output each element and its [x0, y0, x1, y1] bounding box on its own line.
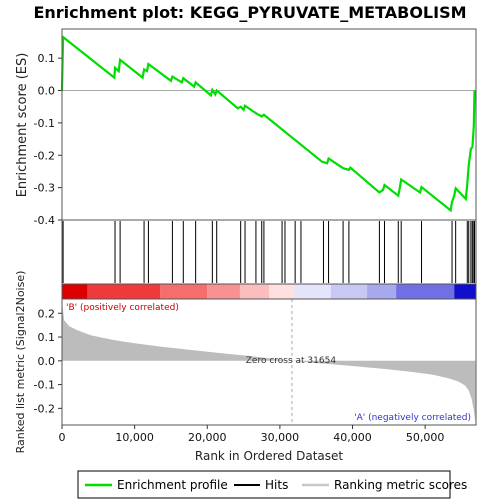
- x-tick-label: 30,000: [261, 431, 300, 444]
- es-y-tick-label: -0.4: [34, 214, 55, 227]
- metric-y-tick-label: 0.0: [38, 355, 56, 368]
- metric-plot-frame: [61, 298, 477, 426]
- chart-title: Enrichment plot: KEGG_PYRUVATE_METABOLIS…: [33, 3, 466, 22]
- es-y-tick-label: -0.3: [34, 182, 55, 195]
- x-axis-title: Rank in Ordered Dataset: [195, 449, 343, 463]
- heatmap-segment: [87, 284, 161, 299]
- metric-panel: Zero cross at 31654 'B' (positively corr…: [14, 271, 477, 454]
- negative-correlation-label: 'A' (negatively correlated): [354, 413, 471, 423]
- es-y-tick-label: -0.1: [34, 117, 55, 130]
- es-panel: 0.1 0.0 -0.1 -0.2 -0.3 -0.4 Enrichment score …: [15, 28, 477, 227]
- positive-correlation-label: 'B' (positively correlated): [66, 303, 179, 313]
- legend: Enrichment profile Hits Ranking metric s…: [77, 470, 467, 499]
- rank-heatmap-bar: [61, 283, 477, 300]
- zero-cross-label: Zero cross at 31654: [246, 356, 337, 366]
- es-plot-area: [62, 29, 476, 220]
- es-y-axis-title: Enrichment score (ES): [15, 53, 30, 198]
- metric-y-axis-title: Ranked list metric (Signal2Noise): [14, 271, 27, 454]
- es-y-tick-label: 0.0: [38, 85, 56, 98]
- heatmap-segments: [62, 284, 476, 299]
- x-tick-label: 20,000: [188, 431, 227, 444]
- x-tick-label: 0: [59, 431, 66, 444]
- x-tick-label: 40,000: [333, 431, 372, 444]
- heatmap-segment: [160, 284, 208, 299]
- metric-y-tick-label: -0.1: [34, 379, 55, 392]
- x-tick-label: 10,000: [115, 431, 154, 444]
- hits-panel: [61, 219, 477, 285]
- metric-y-tick-label: 0.2: [38, 307, 56, 320]
- heatmap-segment: [454, 284, 476, 299]
- enrichment-profile-line: [60, 34, 476, 213]
- es-y-tick-label: -0.2: [34, 149, 55, 162]
- heatmap-segment: [294, 284, 331, 299]
- hits-plot-frame: [61, 219, 477, 285]
- heatmap-segment: [207, 284, 240, 299]
- legend-enrichment-label: Enrichment profile: [117, 478, 228, 492]
- es-y-axis: 0.1 0.0 -0.1 -0.2 -0.3 -0.4: [34, 52, 62, 227]
- metric-y-tick-label: 0.1: [38, 331, 56, 344]
- metric-y-tick-label: -0.2: [34, 402, 55, 415]
- heatmap-segment: [367, 284, 397, 299]
- x-axis: 0 10,000 20,000 30,000 40,000 50,000: [59, 425, 445, 444]
- heatmap-segment: [62, 284, 88, 299]
- heatmap-segment: [330, 284, 368, 299]
- legend-box: [77, 470, 451, 499]
- heatmap-segment: [396, 284, 455, 299]
- es-y-tick-label: 0.1: [38, 52, 56, 65]
- metric-y-axis: 0.2 0.1 0.0 -0.1 -0.2: [34, 307, 62, 415]
- heatmap-segment: [269, 284, 295, 299]
- hit-markers: [62, 221, 476, 283]
- x-tick-label: 50,000: [406, 431, 445, 444]
- ranking-metric-area: [62, 301, 476, 422]
- heatmap-segment: [239, 284, 269, 299]
- legend-hits-label: Hits: [265, 478, 288, 492]
- legend-metric-label: Ranking metric scores: [334, 478, 467, 492]
